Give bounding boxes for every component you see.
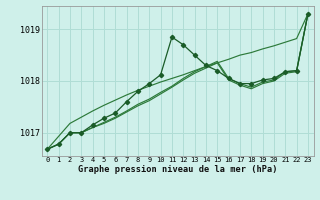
X-axis label: Graphe pression niveau de la mer (hPa): Graphe pression niveau de la mer (hPa): [78, 165, 277, 174]
